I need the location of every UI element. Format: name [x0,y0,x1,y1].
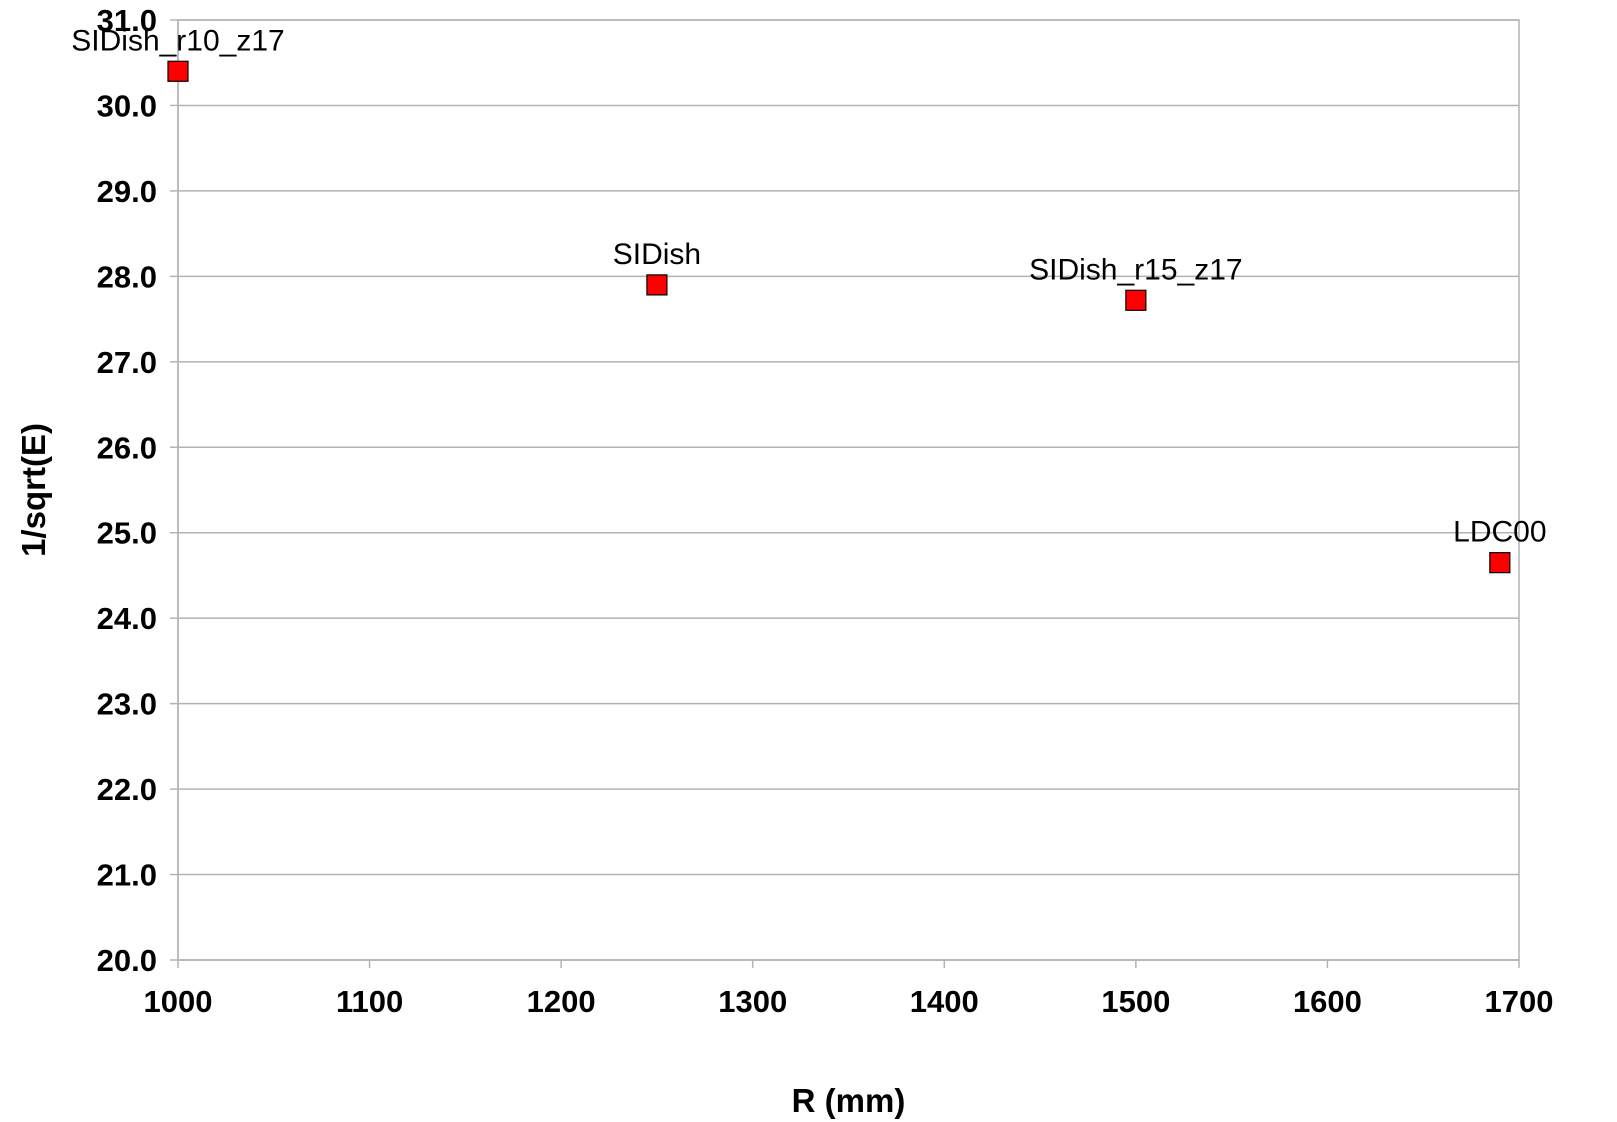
data-labels: SIDish_r10_z17 SIDish SIDish_r15_z17 LDC00 [71,24,1546,548]
y-tick-label: 23.0 [97,687,157,722]
x-tick-label: 1100 [336,984,403,1019]
x-axis: 1000 1100 1200 1300 1400 1500 1600 1700 [144,959,1554,1019]
x-tick-label: 1200 [527,984,596,1019]
data-point [646,274,668,296]
y-tick-label: 27.0 [97,345,157,380]
y-axis-title: 1/sqrt(E) [15,423,52,557]
x-tick-label: 1400 [910,984,979,1019]
y-tick-label: 30.0 [97,88,157,123]
x-tick-label: 1500 [1101,984,1170,1019]
data-label: SIDish_r10_z17 [71,24,284,57]
y-tick-label: 24.0 [97,601,157,636]
data-point [167,60,189,82]
data-label: SIDish [613,238,701,271]
x-tick-label: 1700 [1485,984,1554,1019]
y-tick-label: 28.0 [97,259,157,294]
y-tick-label: 26.0 [97,430,157,465]
y-tick-label: 22.0 [97,772,157,807]
data-points [167,60,1511,574]
y-tick-label: 31.0 [97,3,157,38]
x-tick-label: 1000 [144,984,213,1019]
data-point [1489,552,1511,574]
y-tick-label: 20.0 [97,943,157,978]
x-axis-title: R (mm) [792,1082,906,1119]
data-point [1125,289,1147,311]
x-tick-label: 1300 [718,984,787,1019]
y-tick-label: 25.0 [97,516,157,551]
data-label: SIDish_r15_z17 [1029,253,1242,286]
y-tick-label: 21.0 [97,858,157,893]
data-label: LDC00 [1453,516,1546,549]
y-tick-label: 29.0 [97,174,157,209]
x-tick-label: 1600 [1293,984,1362,1019]
plot-area [177,19,1520,961]
y-axis: 20.0 21.0 22.0 23.0 24.0 25.0 26.0 27.0 28.0 29.0… [97,3,179,978]
gridlines [178,19,1519,961]
